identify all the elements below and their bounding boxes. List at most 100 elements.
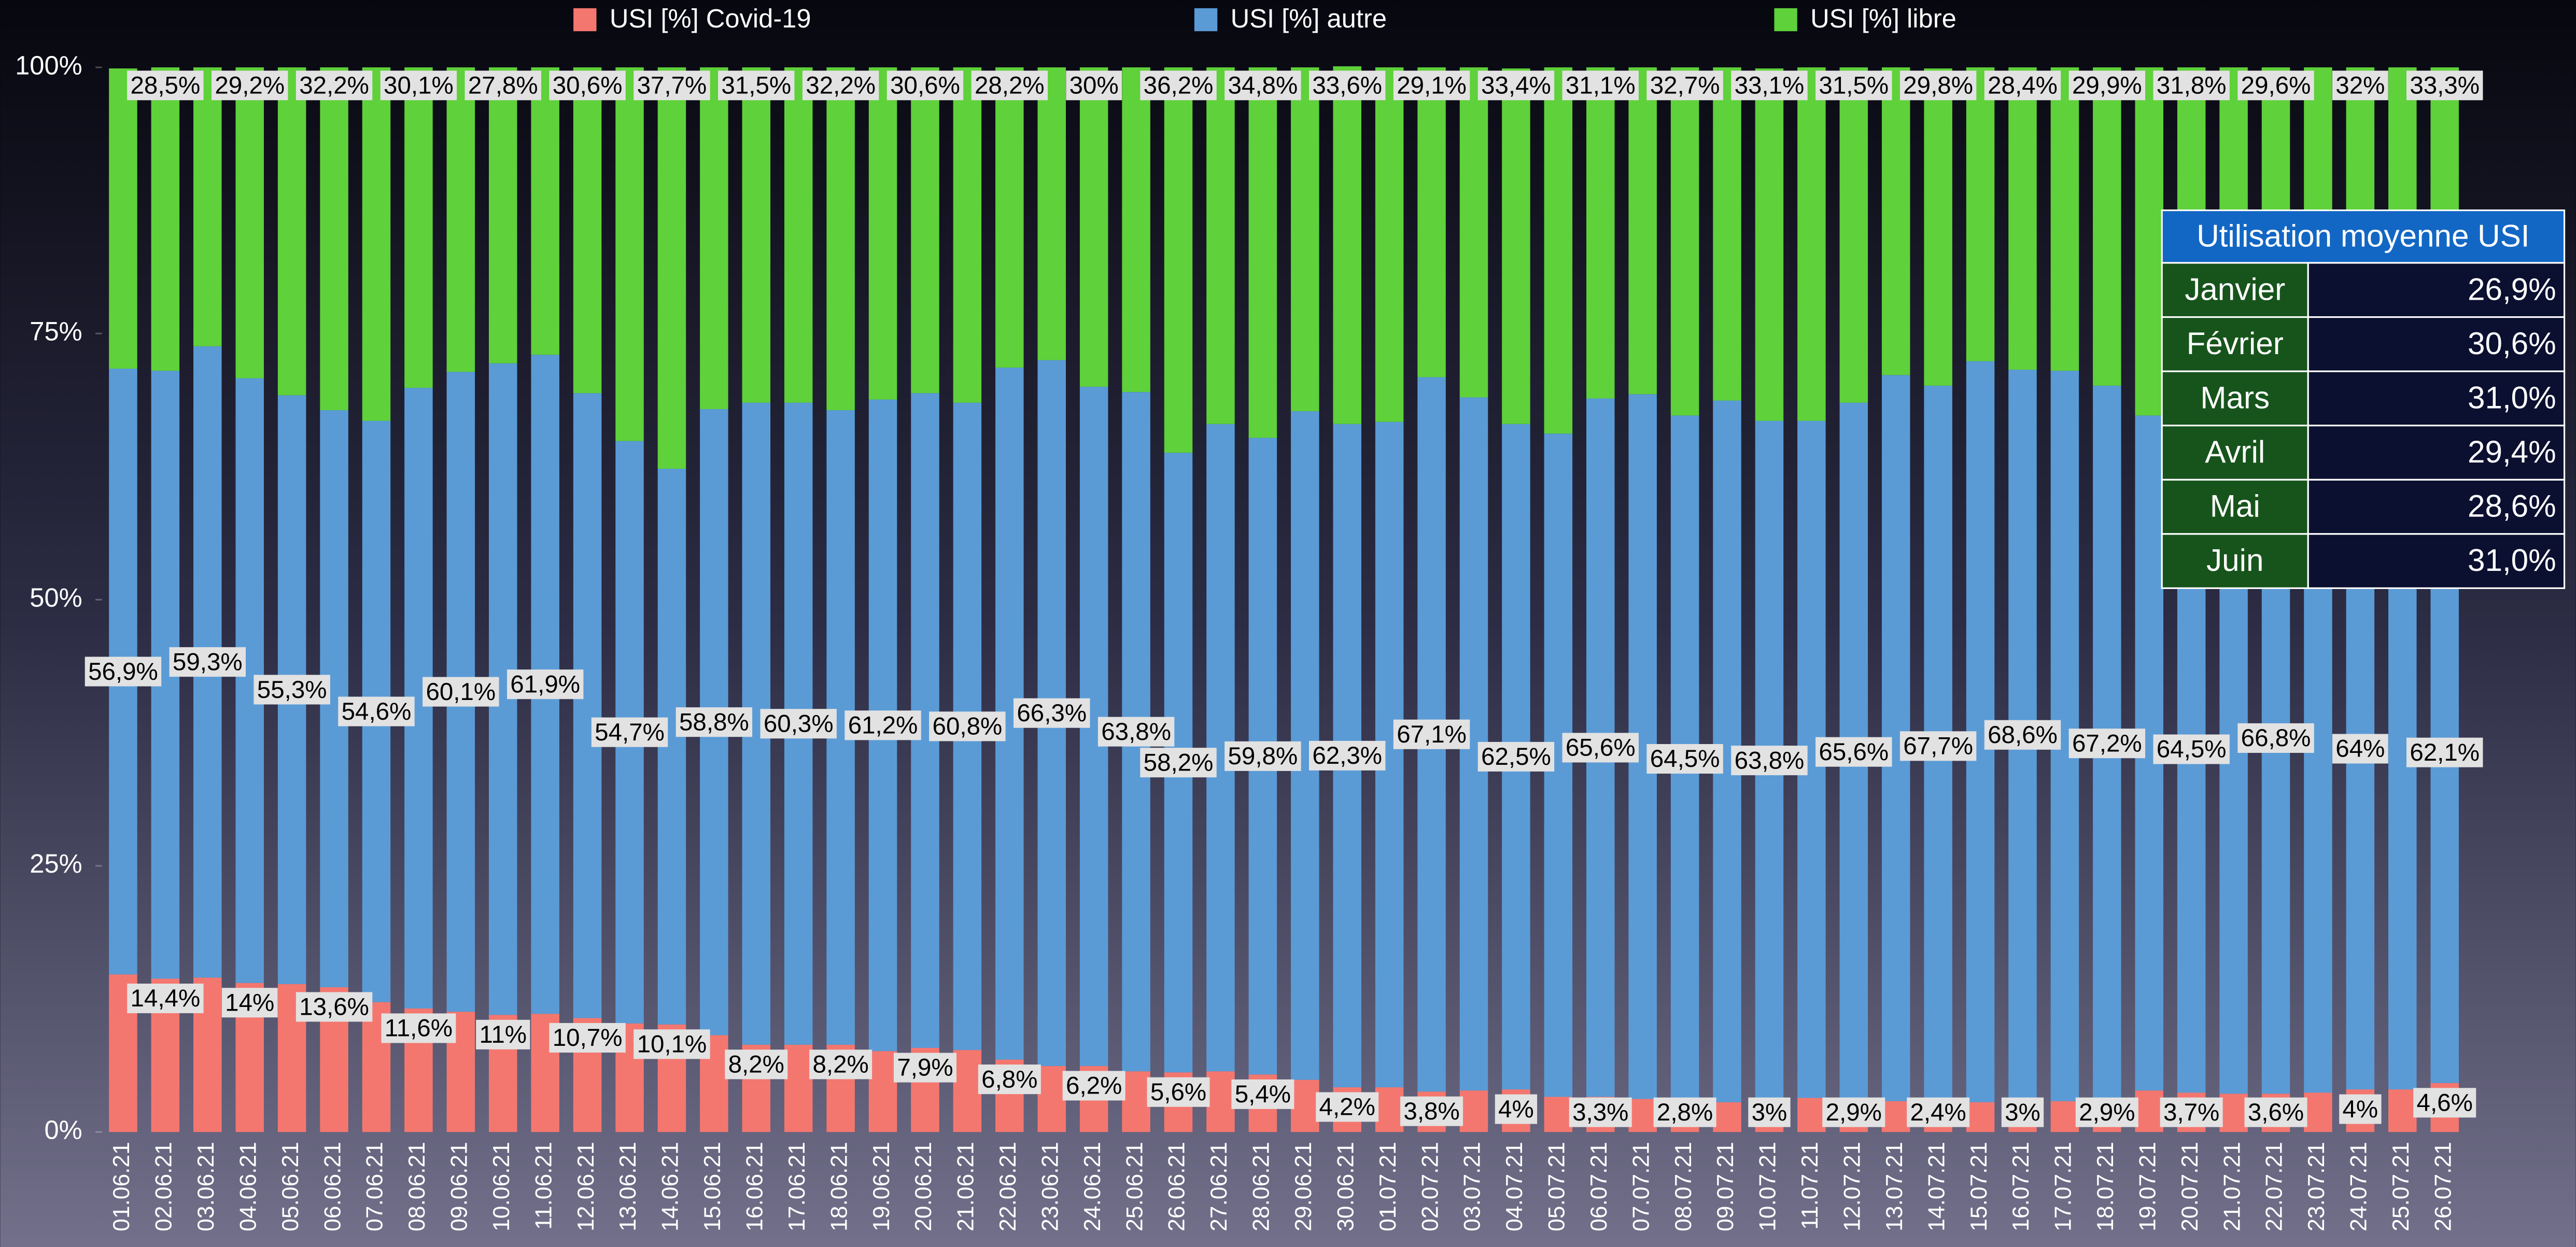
data-label: 34,8% (1228, 72, 1298, 99)
data-label: 60,8% (933, 713, 1003, 740)
x-tick-label: 24.07.21 (2346, 1142, 2372, 1231)
data-label: 2,8% (1657, 1099, 1713, 1126)
data-label: 59,8% (1228, 742, 1298, 770)
data-label: 29,9% (2072, 72, 2142, 99)
data-label: 32,2% (299, 72, 369, 99)
data-label: 58,8% (679, 708, 749, 736)
x-tick-label: 10.06.21 (489, 1142, 514, 1231)
table-cell (2161, 370, 2309, 427)
label-box (634, 1029, 710, 1059)
bar-segment (1037, 1066, 1066, 1132)
x-tick-label: 21.07.21 (2219, 1142, 2245, 1231)
legend-swatch (1194, 8, 1218, 32)
data-label: 29,8% (1903, 72, 1973, 99)
data-label: 67,1% (1397, 721, 1467, 748)
y-tick-label: 75% (30, 317, 82, 346)
bar-segment (1881, 67, 1910, 375)
bar-segment (1544, 1097, 1573, 1132)
bar-segment (1966, 1102, 1995, 1132)
label-box (2413, 1088, 2476, 1118)
legend-label: USI [%] Covid-19 (610, 4, 811, 33)
bar-segment (995, 67, 1024, 368)
data-label: 8,2% (812, 1051, 868, 1078)
label-box (1822, 1097, 1885, 1127)
bar-segment (1628, 1099, 1657, 1132)
x-tick-label: 03.06.21 (193, 1142, 219, 1231)
bar-segment (784, 1044, 813, 1132)
label-box (1984, 71, 2061, 101)
label-box (1316, 1092, 1379, 1122)
label-box (380, 71, 457, 101)
x-tick-label: 22.07.21 (2262, 1142, 2287, 1231)
x-tick-label: 15.07.21 (1966, 1142, 1992, 1231)
table-cell (2161, 533, 2309, 589)
table-month: Mars (2200, 380, 2270, 415)
data-label: 13,6% (299, 993, 369, 1021)
bar-segment (2304, 1092, 2332, 1132)
data-label: 67,7% (1903, 733, 1973, 760)
table-cell (2307, 316, 2566, 372)
data-label: 31,5% (721, 72, 791, 99)
bar-segment (742, 67, 771, 403)
table-cell (2307, 533, 2566, 589)
table-month: Mai (2210, 489, 2260, 524)
data-label: 66,3% (1017, 699, 1087, 727)
x-tick-label: 16.07.21 (2008, 1142, 2034, 1231)
bar-segment (1713, 1102, 1741, 1132)
data-label: 27,8% (468, 72, 538, 99)
label-box (2406, 737, 2483, 767)
label-box (1140, 748, 1217, 778)
bar-segment (826, 67, 855, 411)
data-label: 3% (1752, 1099, 1787, 1126)
bar-segment (1797, 1098, 1826, 1132)
data-label: 64% (2335, 735, 2385, 763)
legend-label: USI [%] autre (1231, 4, 1387, 33)
data-label: 3,7% (2163, 1099, 2219, 1126)
data-label: 31,1% (1566, 72, 1636, 99)
bar-segment (1713, 67, 1741, 401)
bar-segment (2050, 1101, 2079, 1132)
x-tick-label: 05.07.21 (1544, 1142, 1570, 1231)
data-label: 2,9% (2079, 1099, 2135, 1126)
x-tick-label: 23.06.21 (1037, 1142, 1063, 1231)
data-label: 4% (1498, 1096, 1534, 1123)
data-label: 31,8% (2157, 72, 2227, 99)
data-label: 64,5% (1650, 745, 1720, 773)
x-tick-label: 04.06.21 (235, 1142, 261, 1231)
x-tick-label: 18.06.21 (826, 1142, 852, 1231)
label-box (802, 71, 879, 101)
x-tick-label: 06.07.21 (1586, 1142, 1612, 1231)
label-box (1562, 733, 1639, 763)
data-label: 14,4% (131, 985, 201, 1012)
data-label: 3,3% (1572, 1099, 1628, 1126)
bar-segment (1924, 68, 1952, 386)
bar-segment (2050, 67, 2079, 371)
bar-segment (2008, 67, 2037, 370)
label-box (844, 710, 921, 740)
label-box (1731, 746, 1808, 776)
table-cell (2161, 479, 2309, 535)
label-box (127, 984, 204, 1014)
data-label: 54,6% (342, 698, 412, 725)
data-label: 6,8% (981, 1066, 1037, 1093)
label-box (1400, 1096, 1463, 1126)
label-box (338, 696, 415, 726)
data-label: 33,4% (1481, 72, 1551, 99)
table-month: Février (2187, 326, 2284, 361)
bar-segment (1755, 68, 1784, 421)
data-label: 61,2% (848, 712, 918, 739)
data-label: 4,6% (2417, 1089, 2473, 1116)
data-label: 63,8% (1101, 718, 1171, 746)
label-box (549, 1022, 626, 1053)
bar-segment (1670, 67, 1699, 416)
bar-segment (911, 67, 939, 394)
data-label: 63,8% (1735, 747, 1805, 774)
data-label: 68,6% (1988, 721, 2058, 749)
x-tick-label: 08.06.21 (404, 1142, 430, 1231)
label-box (169, 647, 246, 677)
legend-swatch (1774, 8, 1797, 32)
bar-segment (404, 67, 433, 388)
label-box (1147, 1077, 1210, 1107)
